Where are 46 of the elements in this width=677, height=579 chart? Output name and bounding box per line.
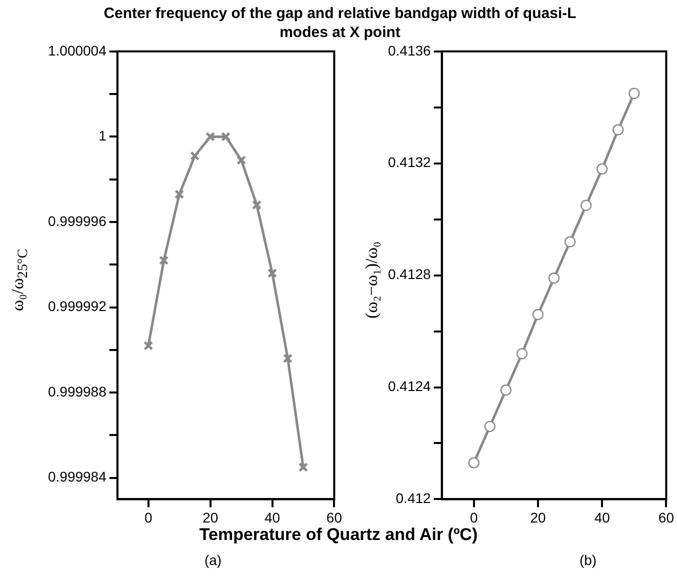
y-tick-label: 1 xyxy=(98,128,107,144)
point xyxy=(532,308,544,320)
x-tick-label: 0 xyxy=(470,509,478,526)
point xyxy=(236,155,246,165)
x-tick-label: 40 xyxy=(264,509,280,526)
y-tick-label: 0.4136 xyxy=(388,42,432,58)
x-axis-title: Temperature of Quartz and Air (ºC) xyxy=(198,525,479,545)
point xyxy=(596,163,608,175)
point xyxy=(282,354,293,364)
point xyxy=(267,268,278,278)
point xyxy=(628,88,640,99)
y-tick-label: 0.4128 xyxy=(388,266,432,282)
x-tick-label: 60 xyxy=(658,509,674,526)
y-tick-label: 0.4132 xyxy=(388,154,432,170)
y-tick-label: 0.999984 xyxy=(48,468,107,485)
y-tick-label: 0.4124 xyxy=(388,378,432,394)
y-tick-label: 1.000004 xyxy=(48,42,107,58)
point xyxy=(221,132,231,142)
point xyxy=(580,200,592,211)
y-tick-label: 0.999988 xyxy=(48,383,107,400)
x-tick-label: 20 xyxy=(202,509,218,526)
x-tick-label: 60 xyxy=(326,509,342,526)
point xyxy=(206,132,216,142)
point xyxy=(500,384,512,396)
y-axis-title: (ω₂−ω₁)/ω₀ xyxy=(362,242,382,318)
point xyxy=(564,236,576,248)
y-tick-label: 0.999992 xyxy=(48,298,107,314)
point xyxy=(298,462,308,472)
point xyxy=(252,200,262,210)
point xyxy=(144,340,154,350)
point xyxy=(468,457,480,468)
y-tick-label: 0.412 xyxy=(396,490,432,506)
x-tick-label: 20 xyxy=(530,509,546,526)
point xyxy=(612,124,624,136)
point xyxy=(159,256,169,266)
y-tick-label: 0.999996 xyxy=(48,212,107,229)
text: (a) xyxy=(204,552,222,568)
point xyxy=(548,272,560,284)
point xyxy=(190,151,200,161)
point xyxy=(174,189,184,200)
point xyxy=(516,348,528,360)
text: (b) xyxy=(579,552,597,568)
point xyxy=(484,420,496,432)
chart-title: Center frequency of the gap and relative bandgap width of quasi-L modes at X point xyxy=(102,4,578,42)
x-tick-label: 40 xyxy=(594,509,610,526)
x-tick-label: 0 xyxy=(144,509,152,526)
